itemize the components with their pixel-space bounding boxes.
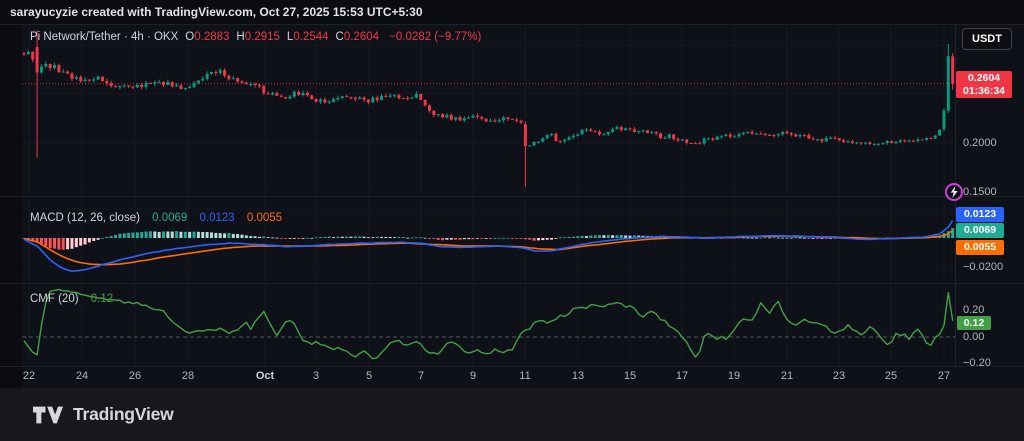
ohlc-open-key: O (185, 31, 195, 43)
time-tick-label: 11 (519, 370, 531, 382)
ohlc-low-key: L (286, 31, 294, 43)
price-tick-label: −0.20 (963, 357, 991, 369)
cmf-legend[interactable]: CMF (20) 0.12 (30, 293, 113, 305)
bar-countdown: 01:36:34 (962, 85, 1006, 97)
macd-legend[interactable]: MACD (12, 26, close) 0.0069 0.0123 0.005… (30, 212, 282, 224)
ohlc-close-value: 0.2604 (343, 31, 380, 43)
ohlc-low-value: 0.2544 (293, 31, 329, 43)
time-tick-label: 25 (884, 370, 898, 382)
cmf-value-badge: 0.12 (957, 316, 991, 330)
grid-lines (22, 25, 955, 366)
tradingview-logo-text[interactable]: TradingView (73, 404, 174, 424)
panel-divider[interactable] (0, 283, 1024, 284)
panel-divider[interactable] (0, 196, 1024, 197)
attribution-bar: sarayucyzie created with TradingView.com… (0, 0, 1024, 25)
time-tick-label: 23 (832, 370, 846, 382)
tradingview-footer: TradingView (0, 388, 1024, 441)
symbol-title: Pi Network/Tether · 4h · OKX (30, 31, 179, 43)
lightning-boost-icon[interactable] (945, 183, 963, 201)
lightning-bolt-glyph (950, 186, 958, 198)
tradingview-logo-icon[interactable] (33, 405, 63, 425)
price-tick-label: −0.0200 (963, 261, 1004, 273)
time-tick-label: 5 (365, 370, 373, 382)
price-tick-label: 0.00 (963, 331, 985, 343)
time-tick-label: 19 (727, 370, 741, 382)
time-tick-label: 28 (181, 370, 195, 382)
attribution-text: sarayucyzie created with TradingView.com… (10, 5, 423, 19)
ohlc-high-key: H (236, 31, 245, 43)
macd-signal-value: 0.0055 (246, 212, 283, 224)
time-tick-label: 24 (75, 370, 89, 382)
macd-value-badge: 0.0069 (956, 223, 1004, 238)
time-tick-label: 9 (469, 370, 477, 382)
candlestick-series[interactable] (22, 30, 955, 188)
symbol-legend[interactable]: Pi Network/Tether · 4h · OKX O0.2883 H0.29… (30, 31, 481, 43)
time-tick-label: 7 (417, 370, 425, 382)
time-tick-label: 17 (675, 370, 689, 382)
price-tick-label: 0.1500 (963, 186, 997, 198)
price-tick-label: 0.20 (963, 304, 985, 316)
time-tick-label: 26 (128, 370, 142, 382)
macd-value-badge: 0.0123 (956, 207, 1004, 222)
cmf-title: CMF (20) (30, 293, 79, 305)
time-tick-label: 27 (937, 370, 951, 382)
time-tick-label: 22 (22, 370, 36, 382)
ohlc-high-value: 0.2915 (244, 31, 280, 43)
cmf-line[interactable] (23, 288, 954, 360)
macd-value-badge: 0.0055 (956, 240, 1004, 255)
cmf-value: 0.12 (90, 293, 114, 305)
ohlc-open-value: 0.2883 (194, 31, 230, 43)
last-price: 0.2604 (967, 72, 1001, 84)
price-tick-label: 0.2000 (963, 137, 997, 149)
time-tick-label: Oct (255, 370, 275, 382)
time-tick-label: 21 (780, 370, 794, 382)
currency-toggle-button[interactable]: USDT (962, 28, 1012, 50)
collapsed-toolbar-gutter[interactable] (0, 25, 22, 388)
macd-title: MACD (12, 26, close) (30, 212, 140, 224)
macd-histogram-value: 0.0069 (152, 212, 188, 224)
macd-line[interactable] (23, 220, 954, 272)
time-tick-label: 3 (312, 370, 320, 382)
time-tick-label: 13 (571, 370, 585, 382)
price-change: −0.0282 (−9.77%) (389, 31, 482, 43)
last-price-badge: 0.2604 01:36:34 (956, 71, 1012, 98)
ohlc-close-key: C (335, 31, 344, 43)
time-axis-divider (0, 366, 1024, 367)
time-tick-label: 15 (623, 370, 637, 382)
macd-line-value: 0.0123 (199, 212, 235, 224)
